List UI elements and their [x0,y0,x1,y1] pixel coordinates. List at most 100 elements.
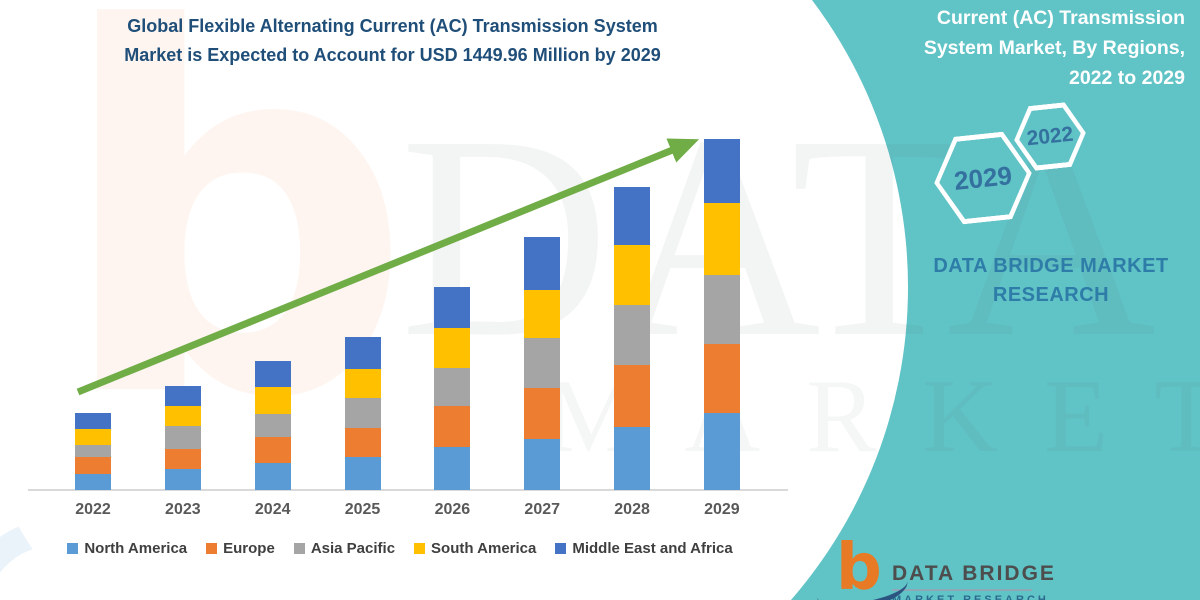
bar-2029 [703,139,740,490]
panel-heading: Global Flexible Alternating Current (AC)… [815,0,1185,93]
bar-2026 [434,287,471,490]
x-axis-label-2029: 2029 [704,501,740,519]
chart-title-line1: Global Flexible Alternating Current (AC)… [127,16,658,36]
bar-2026-asia-pacific [434,368,471,407]
x-axis-label-text: 2027 [524,501,561,518]
bar-2028-asia-pacific [614,305,651,366]
legend-item-europe: Europe [206,540,275,557]
bar-2023-asia-pacific [164,425,201,449]
bar-2028-north-america [614,427,651,490]
x-axis-label-2024: 2024 [255,501,291,519]
footer-logo-subtext-clipped: MARKET RESEARCH [892,594,1049,600]
footer-logo-text: DATA BRIDGE [892,562,1056,585]
legend-item-north-america: North America [67,540,187,557]
bar-2026-north-america [434,446,471,490]
bar-2025-north-america [344,457,381,490]
bar-2023-europe [164,448,201,469]
bar-2028-south-america [614,245,651,306]
bar-2028 [614,187,651,490]
legend-swatch-icon [414,543,426,554]
x-axis-label-2027: 2027 [524,501,560,519]
bar-2029-asia-pacific [703,275,740,344]
bar-2024-asia-pacific [254,414,291,438]
legend-label: South America [431,540,537,557]
legend-label: Asia Pacific [310,540,396,557]
legend-swatch-icon [206,543,218,554]
legend-swatch-icon [555,543,567,554]
bar-2027-middle-east-and-africa [524,236,561,290]
legend-label: North America [84,540,188,557]
x-axis-label-text: 2025 [344,501,381,518]
bar-2022-asia-pacific [75,445,111,458]
panel-heading-line2: Current (AC) Transmission [936,7,1185,29]
panel-brand-text: DATA BRIDGE MARKET RESEARCH [925,252,1177,310]
bar-2022-middle-east-and-africa [75,413,111,430]
x-axis-label-text: 2028 [614,501,650,518]
x-axis-label-text: 2026 [434,501,471,518]
bar-2023 [164,385,201,490]
footer-logo-b-icon: b [836,531,882,600]
legend-item-south-america: South America [414,540,536,557]
bar-2027 [524,236,561,490]
bar-2027-asia-pacific [524,337,561,388]
bar-2025-europe [344,428,381,458]
bar-2027-europe [524,387,561,439]
bar-2028-europe [614,365,651,428]
hexagon-2022-label: 2022 [1025,122,1075,150]
bar-2022-europe [75,457,111,474]
legend-label: Europe [223,540,275,557]
chart-title: Global Flexible Alternating Current (AC)… [0,12,785,70]
panel-heading-line3: System Market, By Regions, [923,37,1185,59]
legend-item-asia-pacific: Asia Pacific [293,540,396,557]
hexagon-2029-label: 2029 [952,159,1014,196]
chart-title-line2: Market is Expected to Account for USD 14… [124,45,661,65]
trend-arrow [76,138,700,396]
bar-2028-middle-east-and-africa [614,187,651,246]
bar-2026-south-america [434,328,471,369]
legend-swatch-icon [293,543,305,554]
bar-2026-europe [434,406,471,447]
bar-2027-north-america [524,438,561,490]
bar-2022 [75,413,111,490]
bar-2029-middle-east-and-africa [703,139,740,204]
footer-logo-underline [892,589,1032,591]
panel-brand-line1: DATA BRIDGE MARKET [933,255,1169,277]
legend-label: Middle East and Africa [572,540,733,557]
x-axis-label-text: 2024 [254,501,291,518]
bar-2027-south-america [524,289,561,338]
x-axis-label-2026: 2026 [434,501,471,519]
bar-2025 [344,337,381,490]
legend-swatch-icon [67,543,79,554]
bar-2023-middle-east-and-africa [164,385,201,406]
bar-2024-north-america [254,462,291,490]
bar-2029-south-america [703,203,740,275]
bar-2029-europe [703,344,740,413]
bar-2022-north-america [75,474,111,490]
x-axis-label-text: 2023 [165,501,201,518]
x-axis-baseline [28,489,788,491]
x-axis-label-text: 2029 [704,501,740,518]
bar-2024 [254,361,291,490]
bar-2025-asia-pacific [344,398,381,429]
bar-2029-north-america [703,413,740,490]
legend-item-middle-east-and-africa: Middle East and Africa [555,540,733,557]
x-axis-labels: 2022 2023 2024 2025 2026 2027 2028 2029 [75,501,740,519]
bar-2022-south-america [75,429,111,446]
bar-2024-south-america [254,386,291,415]
x-axis-label-text: 2022 [75,501,111,518]
stacked-bar-chart [75,130,740,490]
chart-legend: North America Europe Asia Pacific South Ame… [0,540,800,557]
bar-2023-north-america [164,468,201,490]
x-axis-label-2022: 2022 [75,501,111,519]
bar-2025-south-america [344,369,381,399]
bar-2023-south-america [164,405,201,426]
panel-heading-line4: 2022 to 2029 [1068,67,1185,89]
bar-2026-middle-east-and-africa [434,287,471,329]
panel-brand-line2: RESEARCH [992,284,1110,306]
x-axis-label-2023: 2023 [165,501,201,519]
bar-2024-europe [254,437,291,463]
bar-2024-middle-east-and-africa [254,361,291,387]
bar-2025-middle-east-and-africa [344,337,381,370]
x-axis-label-2028: 2028 [614,501,650,519]
